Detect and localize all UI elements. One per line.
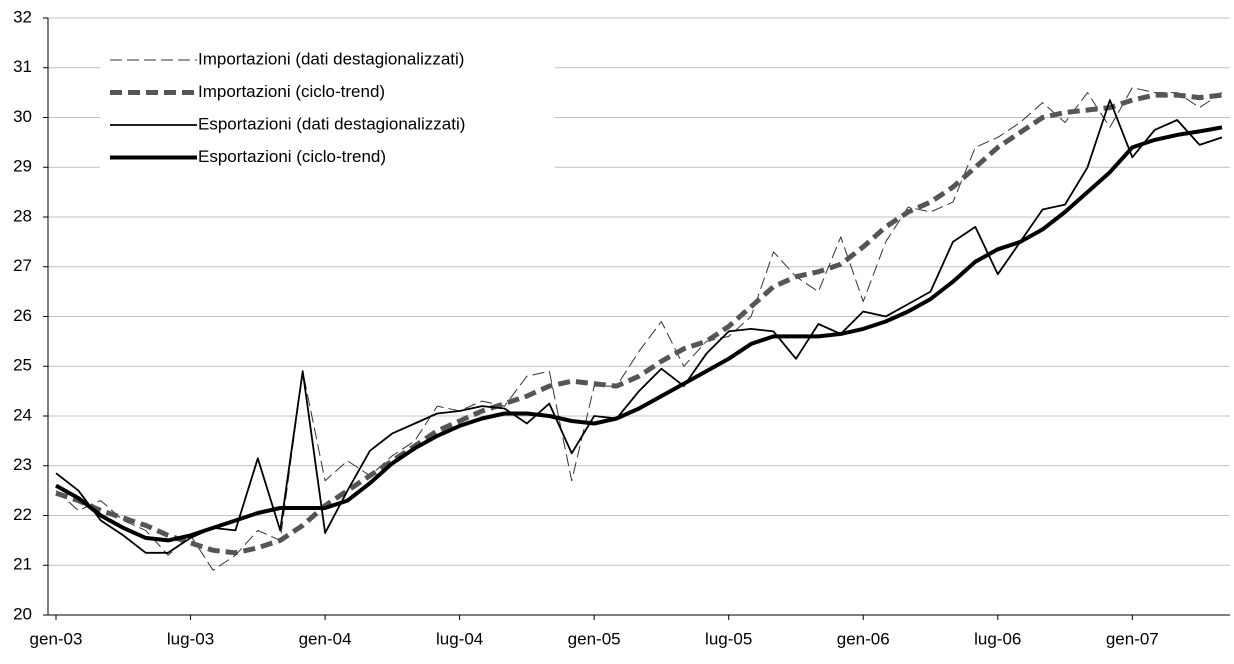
y-tick-label: 20 [13,604,32,623]
x-tick-label: gen-07 [1106,629,1159,648]
series-line [55,92,1223,556]
legend-label: Esportazioni (ciclo-trend) [198,147,386,166]
x-tick-label: lug-06 [974,629,1021,648]
y-tick-label: 30 [13,107,32,126]
y-tick-label: 21 [13,555,32,574]
legend-box [100,42,555,174]
y-tick-label: 26 [13,306,32,325]
x-tick-label: gen-03 [30,629,83,648]
x-tick-label: lug-05 [705,629,752,648]
legend-label: Esportazioni (dati destagionalizzati) [198,114,465,133]
y-tick-label: 23 [13,455,32,474]
legend-label: Importazioni (ciclo-trend) [198,82,385,101]
y-tick-label: 28 [13,206,32,225]
x-tick-label: gen-04 [299,629,352,648]
x-tick-label: gen-06 [837,629,890,648]
series-line [55,125,1223,543]
legend-label: Importazioni (dati destagionalizzati) [198,49,464,68]
y-tick-label: 32 [13,7,32,26]
y-tick-label: 25 [13,356,32,375]
y-tick-label: 24 [13,405,32,424]
x-tick-label: gen-05 [568,629,621,648]
series-line [55,99,1223,554]
x-tick-label: lug-03 [167,629,214,648]
y-tick-label: 29 [13,157,32,176]
y-tick-label: 22 [13,505,32,524]
series-line [55,87,1223,571]
y-tick-label: 31 [13,57,32,76]
x-tick-label: lug-04 [436,629,483,648]
y-tick-label: 27 [13,256,32,275]
